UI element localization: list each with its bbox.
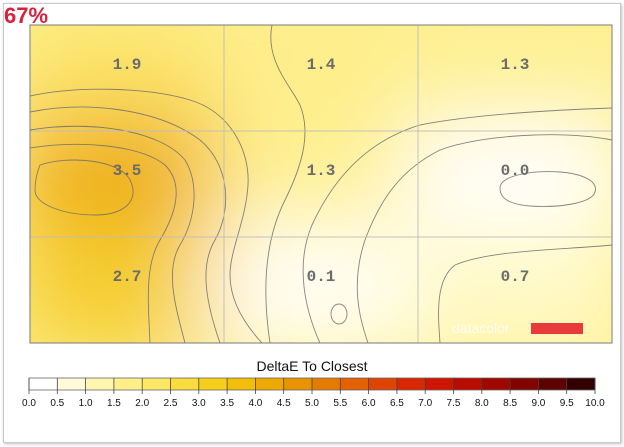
- cell-value-label: 1.3: [501, 56, 530, 74]
- datacolor-logo: datacolor: [452, 320, 583, 336]
- contour-lines: [30, 25, 612, 343]
- legend-tick-label: 6.0: [362, 398, 376, 409]
- contour-line: [356, 134, 612, 343]
- contour-line: [499, 171, 596, 207]
- legend-tick-label: 1.5: [107, 398, 121, 409]
- legend-swatch: [85, 378, 115, 390]
- legend-tick-label: 2.5: [164, 398, 178, 409]
- legend-swatch: [312, 378, 341, 390]
- legend-swatch: [425, 378, 454, 390]
- legend-tick-label: 9.0: [531, 398, 545, 409]
- contour-line: [30, 143, 177, 343]
- legend-swatch: [29, 378, 58, 390]
- cell-labels: 1.9 1.4 1.3 3.5 1.3 0.0 2.7 0.1 0.7: [113, 56, 530, 286]
- logo-bar: [531, 323, 583, 334]
- legend-swatch: [227, 378, 256, 390]
- legend-tick-label: 6.5: [390, 398, 404, 409]
- legend-tick-label: 7.5: [447, 398, 461, 409]
- legend-swatch: [396, 378, 426, 390]
- legend-tick-label: 8.5: [503, 398, 517, 409]
- legend-tick-label: 0.0: [22, 398, 36, 409]
- cell-value-label: 0.0: [501, 162, 530, 180]
- legend-swatch: [283, 378, 313, 390]
- cell-value-label: 1.4: [307, 56, 336, 74]
- legend-tick-label: 0.5: [50, 398, 64, 409]
- cell-value-label: 2.7: [113, 268, 142, 286]
- contour-line: [302, 107, 612, 343]
- heatmap-cell: [30, 225, 236, 343]
- legend-swatch: [142, 378, 171, 390]
- plot-border: [29, 24, 613, 344]
- cell-value-label: 0.1: [307, 268, 336, 286]
- datacolor-wordmark: datacolor: [452, 320, 510, 336]
- legend-tick-label: 8.0: [475, 398, 489, 409]
- contour-line: [330, 303, 348, 325]
- legend-tick-label: 5.0: [305, 398, 319, 409]
- grid-lines: [30, 25, 612, 343]
- legend-tick-label: 3.5: [220, 398, 234, 409]
- legend-swatch: [538, 378, 568, 390]
- contour-line: [265, 25, 306, 343]
- legend-tick-label: 1.0: [79, 398, 93, 409]
- cell-value-label: 3.5: [113, 162, 142, 180]
- legend-tick-label: 9.5: [560, 398, 574, 409]
- heatmap-cell: [212, 225, 430, 343]
- legend-swatch: [198, 378, 228, 390]
- uniformity-percent: 67%: [4, 3, 49, 28]
- legend-tick-label: 5.5: [333, 398, 347, 409]
- contour-line: [30, 88, 263, 343]
- legend-swatch: [340, 378, 370, 390]
- contour-line: [438, 244, 612, 343]
- legend-swatch: [57, 378, 87, 390]
- legend-swatch: [368, 378, 398, 390]
- cell-value-label: 0.7: [501, 268, 530, 286]
- legend-tick-label: 3.0: [192, 398, 206, 409]
- legend-swatch: [510, 378, 539, 390]
- color-legend: 0.0 0.5 1.0 1.5 2.0 2.5 3.0 3.5 4.0 4.5 5.0 5.5 6.0 6…: [22, 377, 605, 409]
- contour-line: [30, 106, 227, 343]
- legend-swatch: [170, 378, 200, 390]
- cell-value-label: 1.9: [113, 56, 142, 74]
- legend-swatch: [255, 378, 285, 390]
- contour-line: [34, 159, 134, 216]
- legend-title: DeltaE To Closest: [256, 358, 367, 374]
- legend-tick-label: 7.0: [418, 398, 432, 409]
- heatmap-cell: [406, 225, 612, 343]
- legend-tick-label: 4.5: [277, 398, 291, 409]
- legend-swatch: [481, 378, 511, 390]
- legend-tick-label: 2.0: [135, 398, 149, 409]
- cell-value-label: 1.3: [307, 162, 336, 180]
- legend-tick-label: 10.0: [585, 398, 605, 409]
- legend-swatch: [566, 378, 596, 390]
- legend-tick-label: 4.0: [248, 398, 262, 409]
- contour-line: [30, 125, 195, 343]
- legend-swatch: [113, 378, 143, 390]
- legend-swatch: [453, 378, 483, 390]
